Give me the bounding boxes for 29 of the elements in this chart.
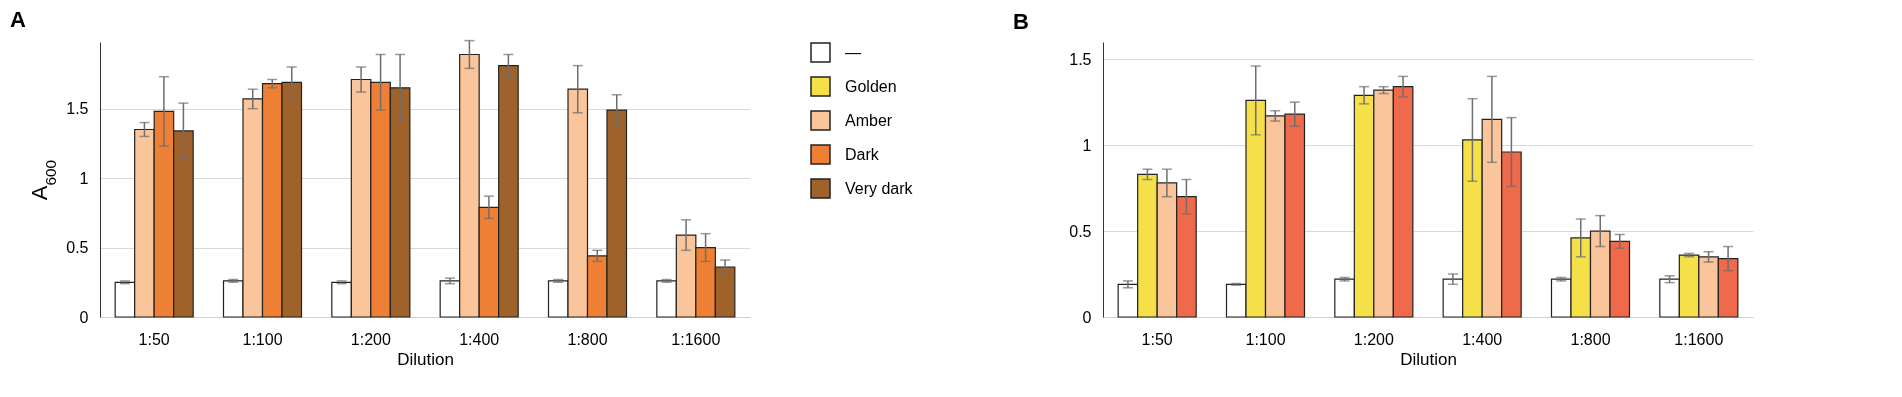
y-tick-label: 1 — [1082, 136, 1092, 154]
y-tick-label: 0 — [79, 308, 89, 326]
x-axis-title: Dilution — [397, 349, 454, 369]
x-axis-title: Dilution — [1400, 349, 1457, 369]
y-tick-label: 0 — [1082, 308, 1092, 326]
x-tick-label: 1:800 — [567, 330, 608, 348]
x-tick-label: 1:100 — [242, 330, 283, 348]
legend-label: Amber — [845, 111, 893, 129]
x-tick-label: 1:50 — [138, 330, 170, 348]
x-tick-label: 1:200 — [350, 330, 391, 348]
y-tick-label: 0.5 — [1069, 222, 1092, 240]
x-tick-label: 1:800 — [1570, 330, 1611, 348]
x-tick-label: 1:200 — [1353, 330, 1394, 348]
legend-label: Golden — [845, 77, 897, 95]
x-tick-label: 1:1600 — [1674, 330, 1724, 348]
legend-label: Very dark — [845, 179, 914, 197]
chart-title: B — [1013, 9, 1029, 34]
y-tick-label: 0.5 — [66, 239, 89, 257]
x-tick-label: 1:100 — [1245, 330, 1286, 348]
y-tick-label: 1.5 — [1069, 50, 1092, 68]
x-tick-label: 1:50 — [1141, 330, 1173, 348]
x-tick-label: 1:400 — [459, 330, 500, 348]
x-tick-label: 1:400 — [1462, 330, 1503, 348]
chart-title: A — [10, 6, 26, 32]
legend-label: Dark — [845, 145, 880, 163]
y-tick-label: 1.5 — [66, 100, 89, 118]
legend-label: — — [845, 43, 861, 61]
y-tick-label: 1 — [79, 169, 89, 187]
x-tick-label: 1:1600 — [671, 330, 721, 348]
